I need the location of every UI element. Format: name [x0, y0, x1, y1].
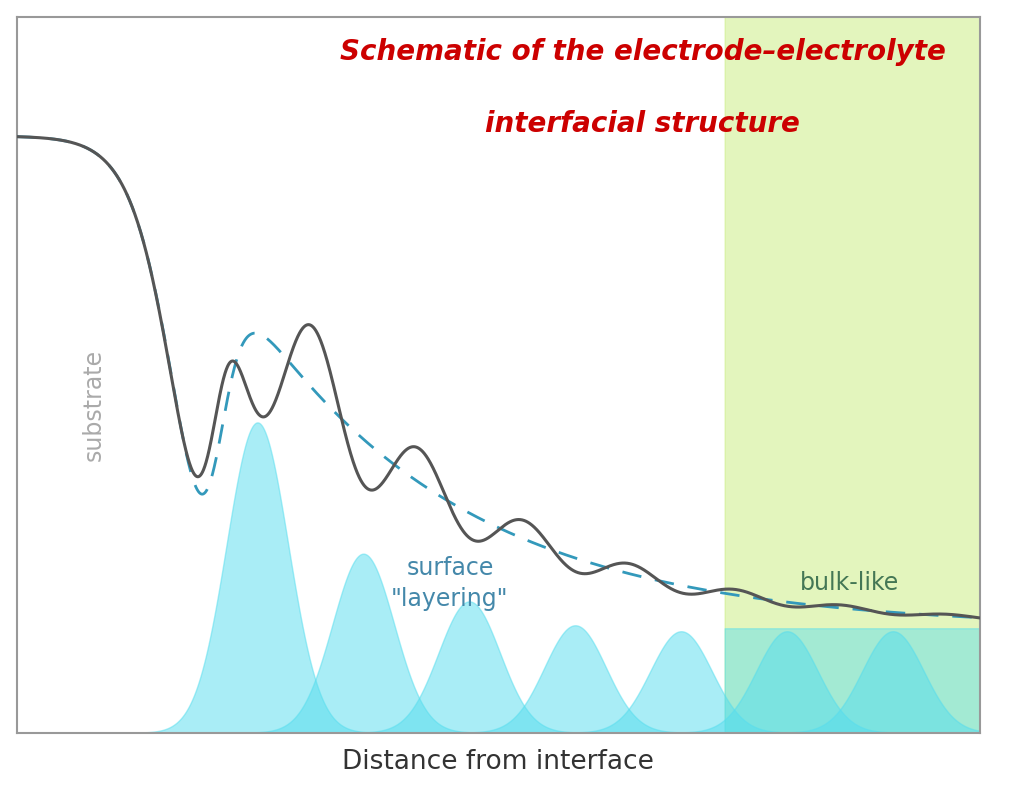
Text: Schematic of the electrode–electrolyte: Schematic of the electrode–electrolyte	[339, 38, 945, 67]
Text: surface
"layering": surface "layering"	[391, 556, 509, 611]
Text: interfacial structure: interfacial structure	[485, 110, 800, 138]
X-axis label: Distance from interface: Distance from interface	[342, 749, 654, 775]
Text: substrate: substrate	[82, 348, 105, 461]
Text: bulk-like: bulk-like	[800, 572, 899, 596]
